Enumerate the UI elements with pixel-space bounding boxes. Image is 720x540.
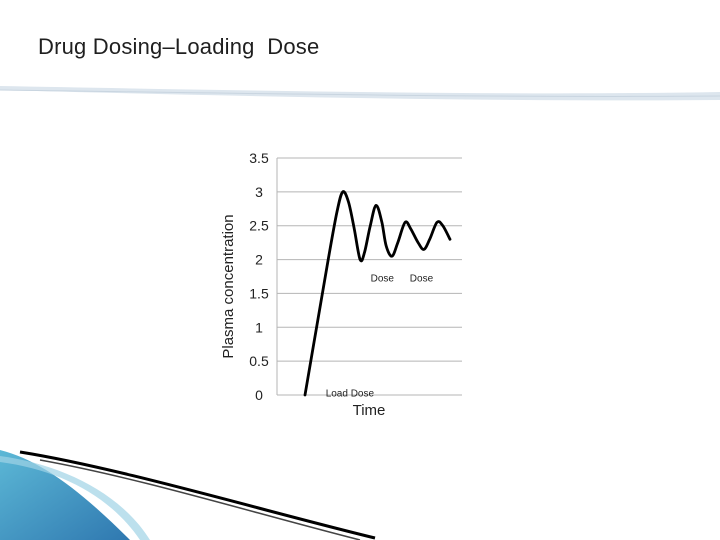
y-tick-label: 1	[255, 319, 263, 335]
y-tick-label: 2.5	[249, 218, 269, 234]
y-tick-label: 0.5	[249, 353, 269, 369]
corner-wave-decoration	[0, 450, 376, 540]
y-tick-label: 1.5	[249, 285, 269, 301]
title-swoosh-decoration	[0, 86, 720, 101]
dose-annotation: Load Dose	[326, 389, 375, 400]
x-axis-title: Time	[353, 402, 386, 419]
y-tick-label: 3	[255, 184, 263, 200]
dose-annotation: Dose	[371, 274, 395, 285]
y-tick-label: 0	[255, 387, 263, 403]
y-axis-title: Plasma concentration	[220, 214, 237, 358]
slide-title: Drug Dosing–Loading Dose	[38, 34, 320, 59]
dose-annotation: Dose	[410, 274, 434, 285]
concentration-curve	[303, 190, 452, 397]
y-tick-label: 3.5	[249, 150, 269, 166]
y-tick-label: 2	[255, 252, 263, 268]
